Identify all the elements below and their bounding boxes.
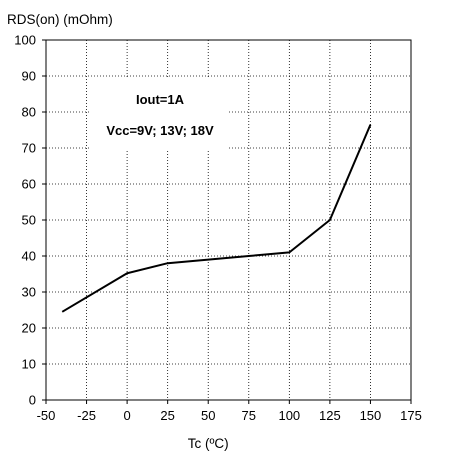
x-tick-label: 125 xyxy=(319,408,341,423)
x-tick-label: 150 xyxy=(360,408,382,423)
x-tick-label: 100 xyxy=(278,408,300,423)
x-tick-label: 25 xyxy=(160,408,174,423)
labels: -50 -25 0 25 50 75 100 125 150 175 0 10 20 30 40 50 60 70… xyxy=(7,12,422,451)
annotation-line: Iout=1A xyxy=(136,92,185,107)
x-axis-label: Tc (ºC) xyxy=(188,436,229,451)
series-line xyxy=(61,124,372,313)
y-tick-label: 70 xyxy=(22,141,36,156)
x-tick-label: 75 xyxy=(242,408,256,423)
x-tick-label: 175 xyxy=(400,408,422,423)
y-tick-label: 100 xyxy=(14,33,36,48)
y-tick-label: 20 xyxy=(22,321,36,336)
x-tick-label: -25 xyxy=(77,408,96,423)
y-tick-label: 30 xyxy=(22,285,36,300)
annotation-box xyxy=(91,78,229,150)
y-tick-label: 50 xyxy=(22,213,36,228)
series-layer xyxy=(61,124,372,313)
annotation-line: Vcc=9V; 13V; 18V xyxy=(106,123,214,138)
y-tick-label: 80 xyxy=(22,105,36,120)
y-axis-label: RDS(on) (mOhm) xyxy=(7,12,113,27)
y-tick-label: 40 xyxy=(22,249,36,264)
y-tick-label: 10 xyxy=(22,357,36,372)
x-tick-label: -50 xyxy=(37,408,56,423)
y-tick-label: 90 xyxy=(22,69,36,84)
axes xyxy=(42,39,412,404)
y-tick-label: 0 xyxy=(29,393,36,408)
x-tick-label: 0 xyxy=(123,408,130,423)
x-tick-label: 50 xyxy=(201,408,215,423)
y-tick-label: 60 xyxy=(22,177,36,192)
annotation: Iout=1A Vcc=9V; 13V; 18V xyxy=(91,78,229,150)
